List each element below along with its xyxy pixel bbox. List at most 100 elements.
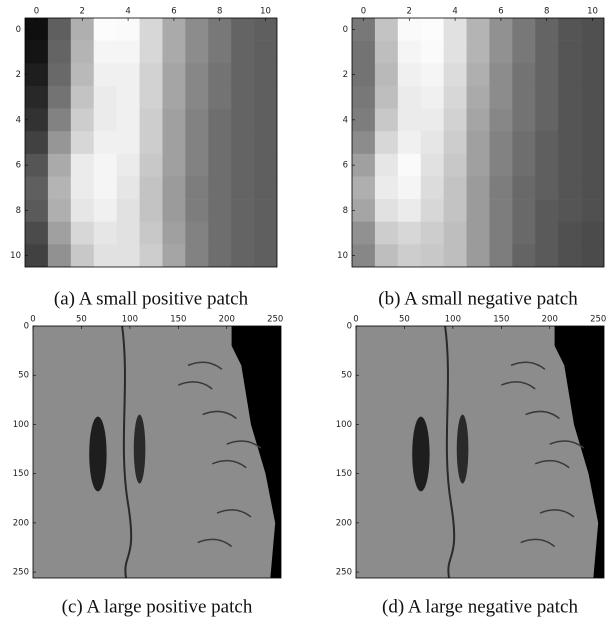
pixel [421, 244, 444, 267]
pixel [512, 154, 535, 177]
ventricle [457, 415, 469, 484]
pixel [208, 131, 231, 154]
x-tick-label: 4 [125, 7, 130, 17]
pixel [398, 176, 421, 199]
pixel [117, 41, 140, 64]
pixel [71, 131, 94, 154]
pixel [48, 244, 71, 267]
pixel [25, 109, 48, 132]
pixel [489, 109, 512, 132]
pixel [558, 131, 581, 154]
pixel [444, 131, 467, 154]
pixel [231, 109, 254, 132]
x-tick-label: 10 [587, 7, 598, 17]
pixel [352, 176, 375, 199]
caption: (d) A large negative patch [382, 596, 578, 617]
pixel [71, 86, 94, 109]
pixel [581, 18, 604, 41]
pixel [48, 109, 71, 132]
pixel [444, 222, 467, 245]
pixel [231, 131, 254, 154]
pixel [254, 131, 277, 154]
pixel [208, 41, 231, 64]
pixel [162, 41, 185, 64]
pixel [558, 244, 581, 267]
pixel [398, 86, 421, 109]
pixel [117, 86, 140, 109]
image [356, 326, 604, 578]
x-tick-label: 250 [267, 315, 283, 325]
pixel [581, 222, 604, 245]
pixel [467, 109, 490, 132]
pixel [208, 222, 231, 245]
ventricle [412, 417, 429, 492]
pixel [140, 222, 163, 245]
pixel [94, 244, 117, 267]
pixel [25, 244, 48, 267]
pixel [581, 154, 604, 177]
caption: (b) A small negative patch [378, 288, 578, 309]
pixel [162, 222, 185, 245]
pixel [117, 109, 140, 132]
pixel [71, 41, 94, 64]
pixel [512, 199, 535, 222]
pixel [94, 18, 117, 41]
pixel [489, 41, 512, 64]
pixel [421, 131, 444, 154]
pixel [48, 222, 71, 245]
pixel [94, 154, 117, 177]
pixel [25, 154, 48, 177]
pixel [48, 199, 71, 222]
pixel [467, 199, 490, 222]
pixel [535, 86, 558, 109]
pixel [25, 41, 48, 64]
pixel [444, 41, 467, 64]
x-tick-label: 8 [217, 7, 222, 17]
pixel [512, 41, 535, 64]
pixel [512, 109, 535, 132]
y-tick-label: 0 [343, 25, 348, 35]
pixel [208, 109, 231, 132]
pixel [48, 154, 71, 177]
pixel [535, 199, 558, 222]
pixel [254, 41, 277, 64]
y-tick-label: 8 [343, 206, 348, 216]
pixel [231, 41, 254, 64]
pixel [444, 176, 467, 199]
pixel [117, 199, 140, 222]
pixel [352, 18, 375, 41]
pixel [512, 222, 535, 245]
pixel [375, 199, 398, 222]
pixel [48, 41, 71, 64]
pixel [71, 176, 94, 199]
pixel [467, 131, 490, 154]
pixel [94, 131, 117, 154]
pixel [558, 41, 581, 64]
pixel [185, 86, 208, 109]
pixel [208, 199, 231, 222]
pixel [581, 63, 604, 86]
pixel [162, 199, 185, 222]
x-tick-label: 4 [452, 7, 457, 17]
pixel [398, 41, 421, 64]
pixel [254, 244, 277, 267]
image [33, 326, 281, 578]
pixel [352, 41, 375, 64]
x-tick-label: 0 [353, 315, 358, 325]
pixel [375, 63, 398, 86]
pixel [352, 244, 375, 267]
pixel [489, 86, 512, 109]
y-tick-label: 200 [13, 518, 29, 528]
pixel [398, 131, 421, 154]
x-tick-label: 250 [590, 315, 606, 325]
pixel [398, 222, 421, 245]
x-tick-label: 150 [170, 315, 186, 325]
pixel [94, 222, 117, 245]
x-tick-label: 50 [76, 315, 87, 325]
pixel [375, 154, 398, 177]
pixel [140, 154, 163, 177]
pixel [254, 154, 277, 177]
y-tick-label: 150 [336, 469, 352, 479]
pixel [231, 244, 254, 267]
pixel [140, 18, 163, 41]
